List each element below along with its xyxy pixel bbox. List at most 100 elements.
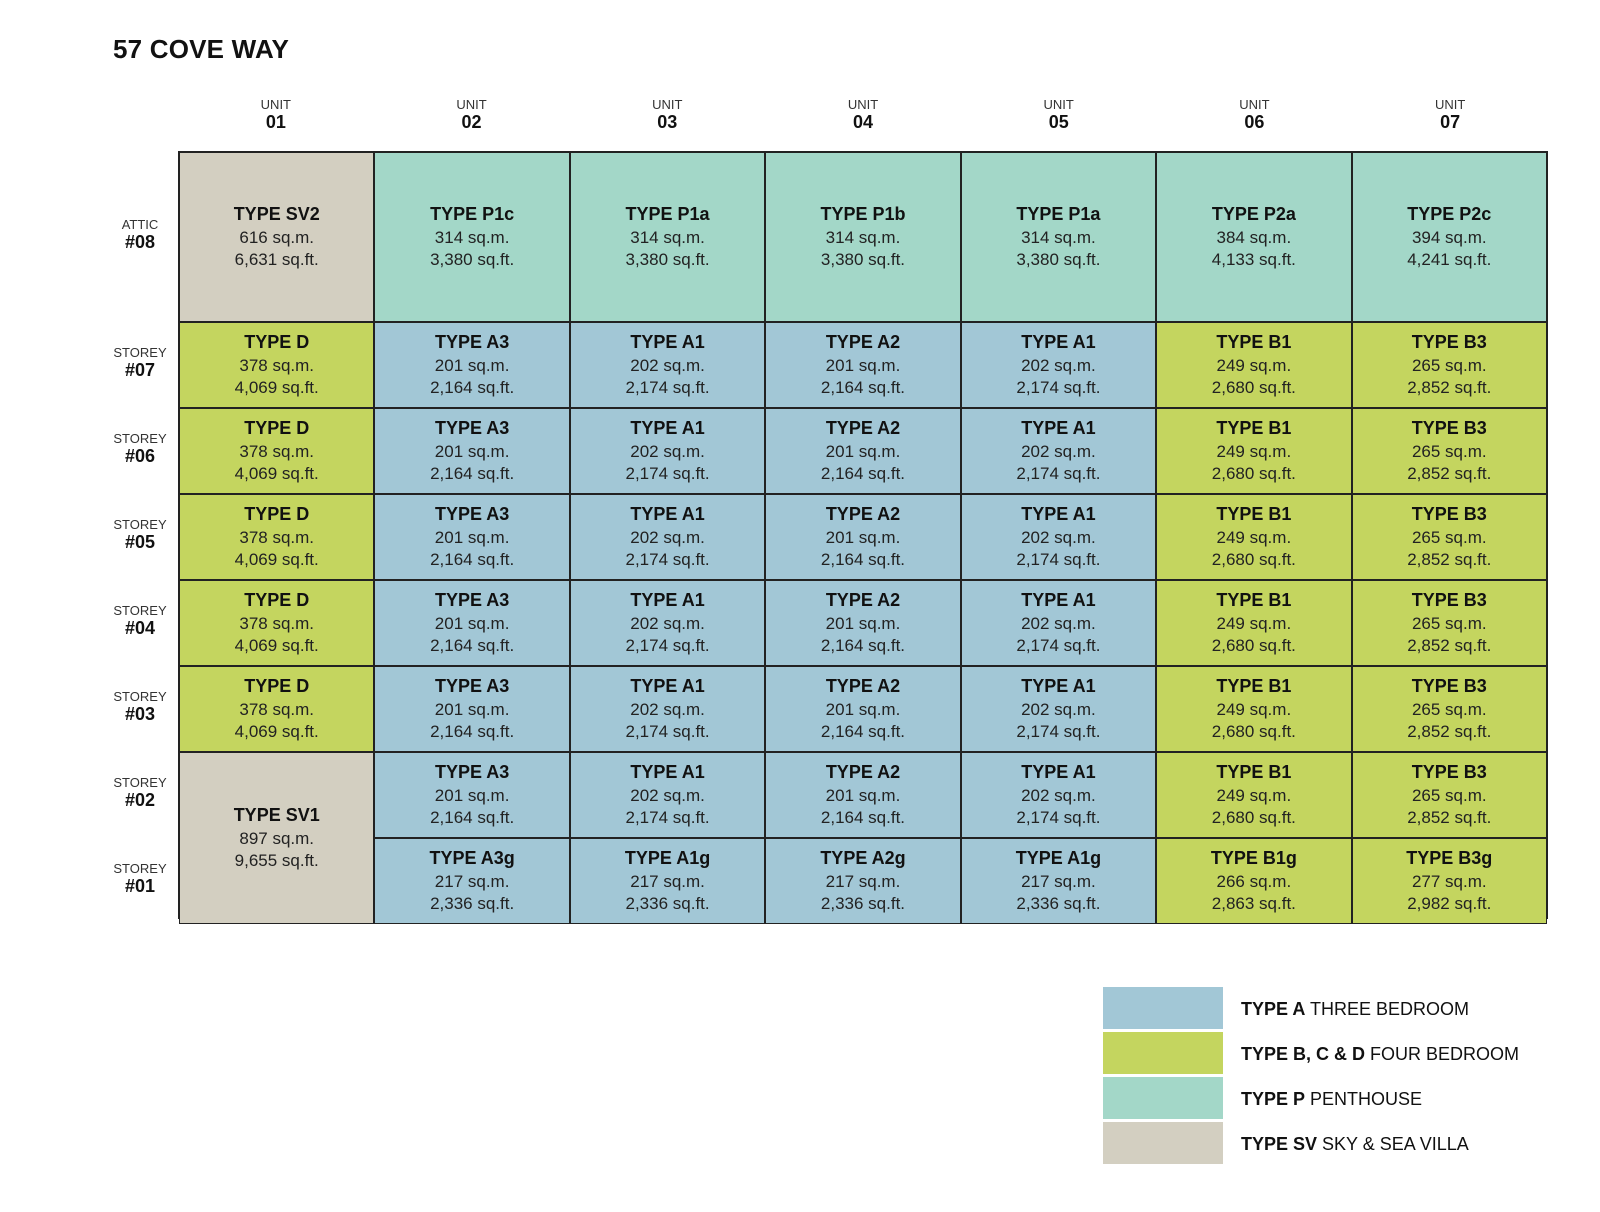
unit-cell: TYPE A1 202 sq.m. 2,174 sq.ft. [960, 666, 1157, 752]
unit-type-label: TYPE B1 [1216, 504, 1292, 525]
unit-area-sqft: 2,336 sq.ft. [625, 893, 710, 913]
unit-area-sqm: 217 sq.m. [825, 871, 901, 891]
unit-type-label: TYPE A2 [825, 590, 901, 611]
unit-type-label: TYPE A1 [1021, 332, 1096, 353]
unit-type-label: TYPE A1 [1021, 762, 1096, 783]
unit-area-sqm: 249 sq.m. [1216, 699, 1292, 719]
unit-type-label: TYPE B1g [1210, 848, 1297, 869]
unit-cell: TYPE A3 201 sq.m. 2,164 sq.ft. [374, 408, 570, 494]
unit-area-sqft: 2,164 sq.ft. [820, 807, 906, 827]
unit-number: 05 [1048, 112, 1069, 132]
unit-type-label: TYPE B3 [1411, 762, 1487, 783]
unit-area-sqft: 2,164 sq.ft. [820, 549, 906, 569]
unit-area-sqft: 2,680 sq.ft. [1211, 463, 1296, 483]
unit-cell: TYPE A1 202 sq.m. 2,174 sq.ft. [569, 666, 766, 752]
unit-type-label: TYPE P1c [430, 204, 515, 225]
unit-type-label: TYPE B1 [1216, 332, 1292, 353]
storey-number: #01 [124, 876, 156, 896]
unit-cell: TYPE D 378 sq.m. 4,069 sq.ft. [179, 580, 375, 666]
unit-type-label: TYPE A2 [825, 504, 901, 525]
unit-area-sqm: 201 sq.m. [434, 355, 510, 375]
unit-cell: TYPE A3 201 sq.m. 2,164 sq.ft. [374, 752, 570, 838]
unit-type-label: TYPE A1 [1021, 504, 1096, 525]
unit-type-label: TYPE A2 [825, 418, 901, 439]
unit-label: UNIT [1043, 97, 1074, 112]
unit-area-sqft: 2,852 sq.ft. [1407, 377, 1492, 397]
legend-type: TYPE SV [1241, 1134, 1318, 1154]
unit-area-sqft: 2,164 sq.ft. [430, 463, 515, 483]
unit-cell: TYPE B3 265 sq.m. 2,852 sq.ft. [1351, 666, 1547, 752]
unit-area-sqm: 217 sq.m. [630, 871, 705, 891]
legend-swatch [1103, 987, 1223, 1029]
unit-type-label: TYPE SV1 [233, 805, 320, 826]
unit-area-sqft: 2,852 sq.ft. [1407, 463, 1492, 483]
unit-cell: TYPE A1g 217 sq.m. 2,336 sq.ft. [569, 838, 766, 924]
unit-area-sqft: 9,655 sq.ft. [234, 850, 319, 870]
unit-area-sqft: 4,241 sq.ft. [1407, 249, 1492, 269]
unit-area-sqft: 2,164 sq.ft. [430, 377, 515, 397]
unit-column-header: UNIT 01 [178, 98, 374, 138]
unit-cell: TYPE B3 265 sq.m. 2,852 sq.ft. [1351, 752, 1547, 838]
unit-type-label: TYPE SV2 [233, 204, 320, 225]
unit-number: 02 [461, 112, 482, 132]
unit-area-sqm: 265 sq.m. [1411, 699, 1487, 719]
unit-area-sqft: 2,174 sq.ft. [1016, 377, 1101, 397]
unit-type-label: TYPE D [244, 590, 310, 611]
storey-label: STOREY [113, 345, 167, 360]
legend-label: TYPE B, C & D FOUR BEDROOM [1241, 1044, 1519, 1065]
unit-area-sqm: 249 sq.m. [1216, 613, 1292, 633]
unit-number: 04 [852, 112, 873, 132]
unit-cell: TYPE D 378 sq.m. 4,069 sq.ft. [179, 322, 375, 408]
unit-cell: TYPE A1 202 sq.m. 2,174 sq.ft. [960, 494, 1157, 580]
unit-area-sqm: 277 sq.m. [1411, 871, 1487, 891]
unit-type-label: TYPE B3 [1411, 504, 1487, 525]
unit-type-label: TYPE A1g [1015, 848, 1102, 869]
unit-cell: TYPE B1 249 sq.m. 2,680 sq.ft. [1156, 666, 1352, 752]
unit-type-label: TYPE A3 [434, 332, 510, 353]
unit-area-sqft: 2,174 sq.ft. [1016, 721, 1101, 741]
storey-row-header: STOREY #03 [100, 690, 180, 723]
storey-number: #05 [124, 532, 156, 552]
unit-area-sqm: 201 sq.m. [825, 613, 901, 633]
unit-area-sqm: 202 sq.m. [1021, 613, 1096, 633]
unit-area-sqft: 2,852 sq.ft. [1407, 635, 1492, 655]
legend-label: TYPE P PENTHOUSE [1241, 1089, 1422, 1110]
unit-cell: TYPE D 378 sq.m. 4,069 sq.ft. [179, 666, 375, 752]
unit-cell: TYPE A3 201 sq.m. 2,164 sq.ft. [374, 666, 570, 752]
unit-label: UNIT [456, 97, 487, 112]
unit-area-sqft: 2,680 sq.ft. [1211, 549, 1296, 569]
legend-item: TYPE P PENTHOUSE [1103, 1077, 1563, 1119]
storey-number: #08 [124, 232, 156, 252]
unit-cell: TYPE A2 201 sq.m. 2,164 sq.ft. [765, 580, 961, 666]
unit-area-sqft: 2,174 sq.ft. [1016, 635, 1101, 655]
unit-area-sqm: 378 sq.m. [239, 441, 315, 461]
unit-area-sqft: 2,174 sq.ft. [625, 635, 710, 655]
unit-area-sqft: 2,680 sq.ft. [1211, 635, 1296, 655]
unit-area-sqm: 202 sq.m. [630, 699, 705, 719]
unit-cell: TYPE A3g 217 sq.m. 2,336 sq.ft. [374, 838, 570, 924]
unit-cell: TYPE B1 249 sq.m. 2,680 sq.ft. [1156, 752, 1352, 838]
unit-area-sqm: 265 sq.m. [1411, 785, 1487, 805]
unit-number: 03 [657, 112, 678, 132]
unit-type-label: TYPE D [244, 418, 310, 439]
unit-area-sqm: 265 sq.m. [1411, 441, 1487, 461]
unit-area-sqft: 2,174 sq.ft. [625, 377, 710, 397]
unit-column-header: UNIT 02 [374, 98, 570, 138]
unit-cell: TYPE P1b 314 sq.m. 3,380 sq.ft. [765, 152, 961, 322]
unit-type-label: TYPE D [244, 332, 310, 353]
unit-type-label: TYPE A2g [820, 848, 906, 869]
unit-area-sqft: 2,164 sq.ft. [430, 549, 515, 569]
unit-number: 01 [265, 112, 286, 132]
unit-cell: TYPE P2a 384 sq.m. 4,133 sq.ft. [1156, 152, 1352, 322]
unit-cell: TYPE A1 202 sq.m. 2,174 sq.ft. [569, 322, 766, 408]
unit-cell: TYPE B3g 277 sq.m. 2,982 sq.ft. [1351, 838, 1547, 924]
unit-type-label: TYPE B1 [1216, 590, 1292, 611]
unit-area-sqm: 265 sq.m. [1411, 527, 1487, 547]
storey-label: STOREY [113, 517, 167, 532]
unit-type-label: TYPE B1 [1216, 762, 1292, 783]
unit-area-sqft: 2,852 sq.ft. [1407, 721, 1492, 741]
unit-area-sqm: 249 sq.m. [1216, 527, 1292, 547]
unit-cell: TYPE B1 249 sq.m. 2,680 sq.ft. [1156, 580, 1352, 666]
unit-type-label: TYPE A1 [1021, 590, 1096, 611]
unit-area-sqft: 2,164 sq.ft. [820, 463, 906, 483]
